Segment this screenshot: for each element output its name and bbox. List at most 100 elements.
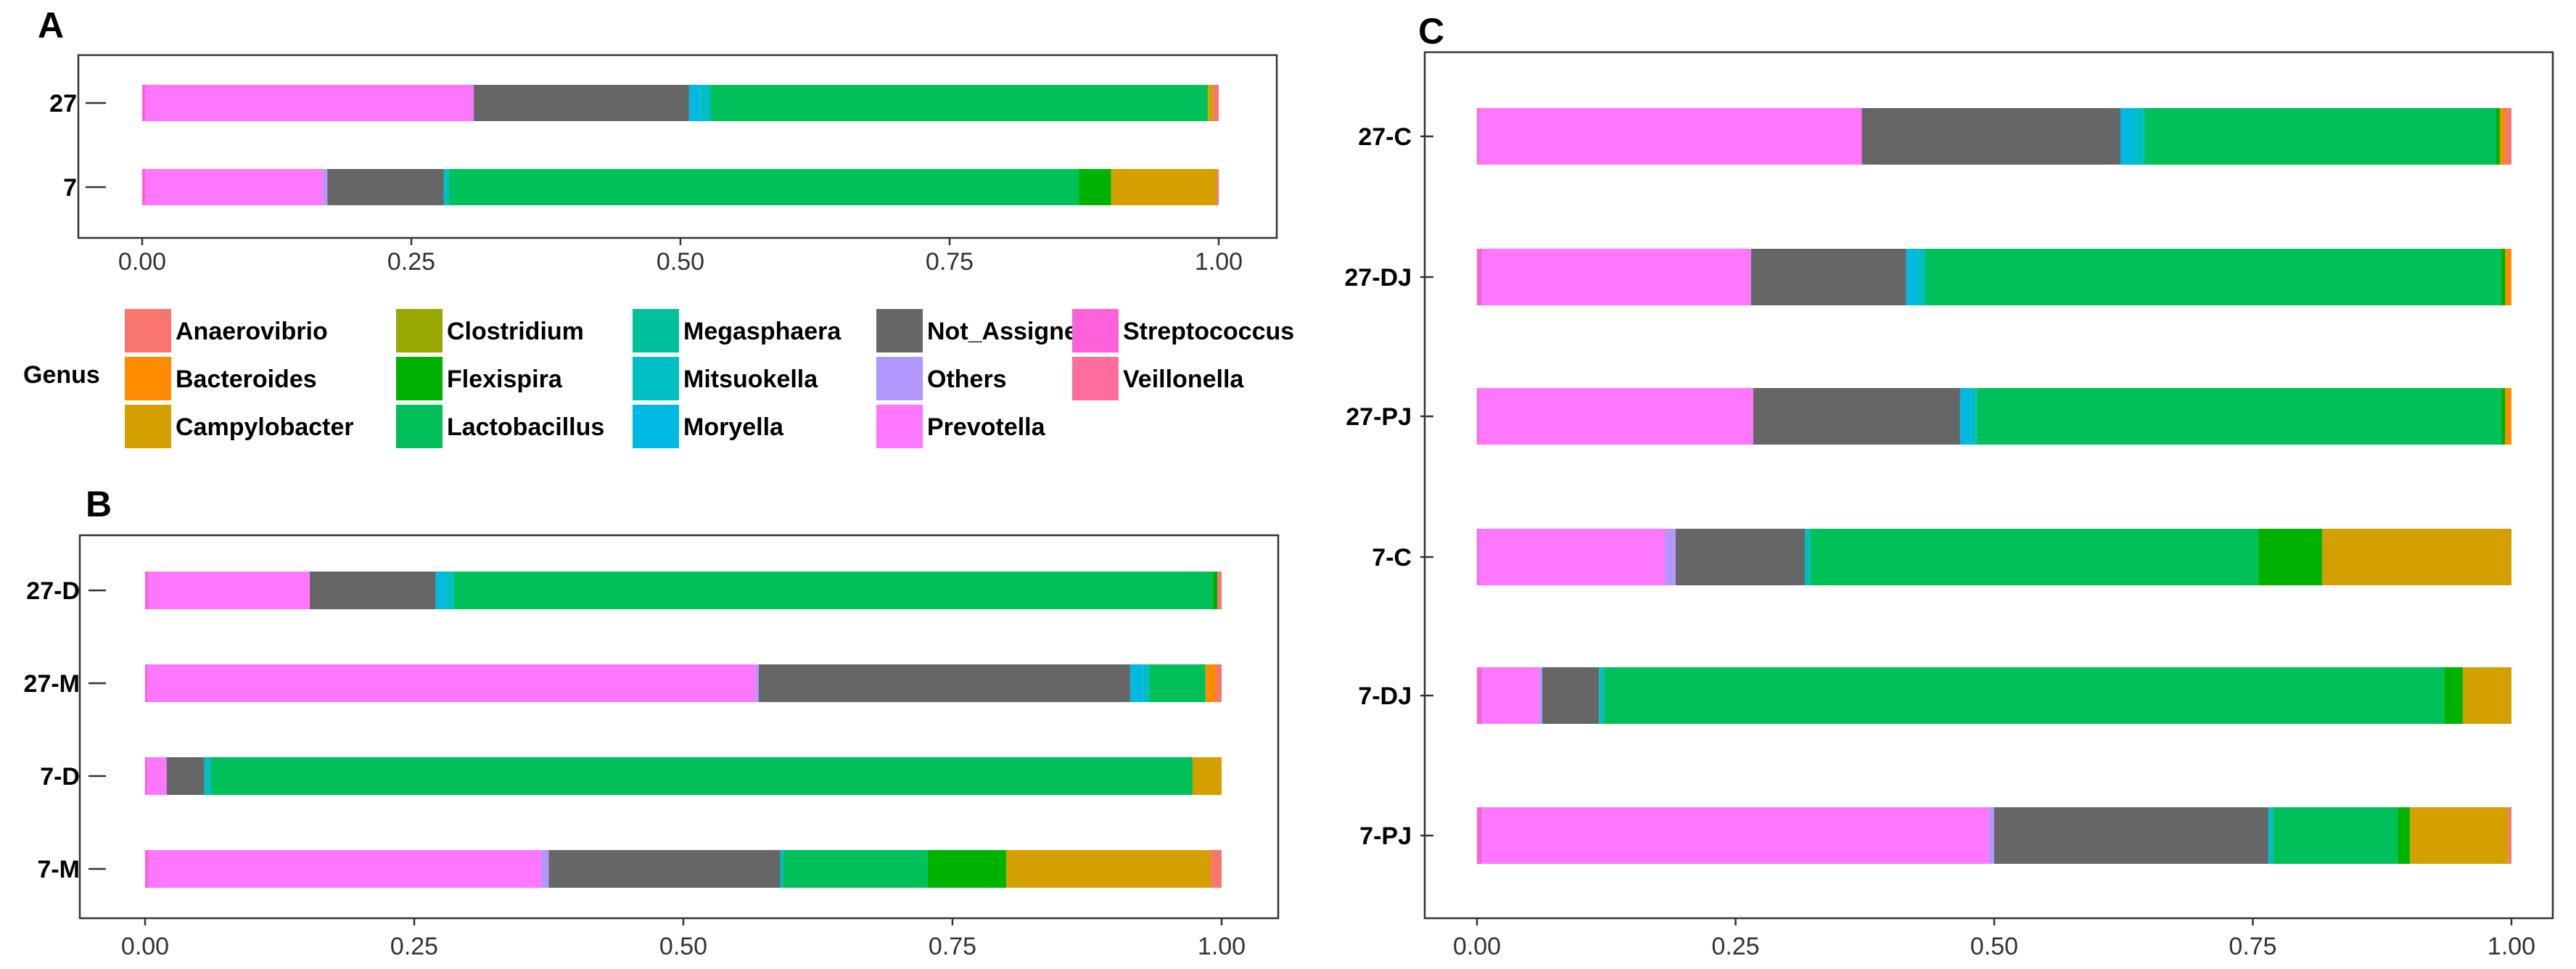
- panel-b-bar-27-m-anaerovibrio: [1216, 664, 1222, 702]
- panel-b-x-tick-label: 0.50: [659, 933, 707, 960]
- panel-a-plot: 0.00 0.25 0.50 0.75 1.00 27 7: [49, 85, 1243, 276]
- legend-label-veillonella: Veillonella: [1123, 366, 1244, 393]
- panel-a-bar-7-lactobacillus: [448, 169, 1079, 205]
- panel-c-x-tick-label: 0.75: [2229, 933, 2276, 960]
- panel-b-bar-27-d-prevotella: [148, 572, 310, 609]
- legend-swatch-flexispira: [396, 357, 443, 400]
- panel-c-y-tick-label: 7-PJ: [1359, 822, 1412, 850]
- panel-c-bar-27-pj-lactobacillus: [1976, 388, 2501, 445]
- panel-c-bar-7-pj-prevotella: [1482, 807, 1989, 864]
- panel-b-bar-7-m-prevotella: [148, 850, 542, 888]
- legend-swatch-lactobacillus: [396, 405, 443, 448]
- panel-c-bar-7-dj-prevotella: [1482, 667, 1539, 724]
- panel-b-bar-7-d-lactobacillus: [210, 757, 1193, 795]
- legend-label-anaerovibrio: Anaerovibrio: [176, 318, 328, 345]
- legend-swatch-campylobacter: [125, 405, 171, 448]
- panel-b-bar-27-m-lactobacillus: [1149, 664, 1206, 702]
- legend-swatch-prevotella: [876, 405, 923, 448]
- panel-a-bar-27-not-assigned: [474, 85, 689, 121]
- panel-a-bar-7-streptococcus: [142, 169, 146, 205]
- panel-c-bar-27-dj-mitsuokella: [1917, 249, 1925, 305]
- panel-c-bar-27-pj-moryella: [1959, 388, 1971, 445]
- panel-c-y-tick-label: 7-C: [1372, 544, 1412, 572]
- panel-c-bar-7-dj-flexispira: [2444, 667, 2463, 724]
- panel-b-x-tick-label: 0.75: [929, 933, 976, 960]
- panel-a-x-tick-label: 0.25: [387, 248, 435, 276]
- panel-a-bar-27-lactobacillus: [710, 85, 1209, 121]
- panel-b-bar-27-d-not-assigned: [310, 572, 436, 609]
- panel-a-x-tick-label: 0.75: [926, 248, 974, 276]
- panel-b-bar-7-m-not-assigned: [548, 850, 781, 888]
- panel-c-bar-7-pj-not-assigned: [1994, 807, 2268, 864]
- panel-c-bar-7-pj-others: [1988, 807, 1994, 864]
- panel-c-bar-7-dj-others: [1539, 667, 1542, 724]
- panel-a-y-tick-label: 7: [63, 174, 77, 202]
- panel-b-plot: 0.00 0.25 0.50 0.75 1.00 27-D 27-M 7-D 7-M: [24, 572, 1246, 960]
- panel-c-bar-7-c-others: [1665, 529, 1676, 585]
- panel-b-bar-7-d-prevotella: [147, 757, 167, 795]
- panel-b-bar-27-m-bacteroides: [1205, 664, 1217, 702]
- panel-b-bar-27-d-moryella: [435, 572, 445, 609]
- panel-a-bar-7-prevotella: [145, 169, 324, 205]
- panel-b-bar-7-m-lactobacillus: [783, 850, 928, 888]
- panel-a-bar-27-mitsuokella: [699, 85, 711, 121]
- panel-c-bar-7-c-not-assigned: [1675, 529, 1806, 585]
- panel-c-bar-7-pj-flexispira: [2398, 807, 2411, 864]
- panel-b-bar-27-d-streptococcus: [145, 572, 149, 609]
- legend-swatch-anaerovibrio: [125, 309, 171, 352]
- panel-b-bar-27-m-mitsuokella: [1143, 664, 1150, 702]
- panel-b-x-tick-label: 1.00: [1198, 933, 1246, 960]
- panel-a-x-tick-label: 1.00: [1195, 248, 1243, 276]
- panel-a-bar-7-anaerovibrio: [1217, 169, 1219, 205]
- legend-swatch-moryella: [633, 405, 679, 448]
- panel-c-bar-27-pj-bacteroides: [2505, 388, 2511, 445]
- panel-c-frame: [1423, 51, 2554, 920]
- panel-b-bar-7-m-streptococcus: [145, 850, 149, 888]
- legend-label-not-assigned: Not_Assigned: [927, 318, 1093, 345]
- panel-b-bar-27-m-not-assigned: [758, 664, 1130, 702]
- panel-c-bar-27-c-flexispira: [2495, 108, 2501, 165]
- panel-c-bar-27-c-prevotella: [1478, 108, 1862, 165]
- panel-c-x-tick-label: 0.00: [1453, 933, 1501, 960]
- legend-label-megasphaera: Megasphaera: [683, 318, 841, 345]
- panel-b-x-tick-label: 0.00: [121, 933, 169, 960]
- panel-a-bar-7-others: [323, 169, 328, 205]
- panel-c-bar-7-c-streptococcus: [1477, 529, 1479, 585]
- legend-title: Genus: [23, 361, 100, 389]
- panel-c-bar-7-dj-lactobacillus: [1604, 667, 2445, 724]
- panel-c-bar-27-dj-not-assigned: [1750, 249, 1906, 305]
- legend-label-moryella: Moryella: [683, 413, 784, 441]
- panel-c-bar-27-dj-lactobacillus: [1925, 249, 2501, 305]
- panel-b-bar-27-m-moryella: [1129, 664, 1143, 702]
- panel-c-bar-7-pj-lactobacillus: [2273, 807, 2398, 864]
- legend-swatch-veillonella: [1072, 357, 1119, 400]
- legend-label-bacteroides: Bacteroides: [176, 366, 317, 393]
- panel-c-y-tick-label: 7-DJ: [1358, 683, 1412, 710]
- panel-b-bar-7-m-flexispira: [927, 850, 1007, 888]
- panel-b-y-tick-label: 7-D: [40, 763, 80, 791]
- panel-c-bar-7-pj-mitsuokella: [2268, 807, 2274, 864]
- panel-c-bar-27-c-moryella: [2120, 108, 2134, 165]
- panel-c-bar-27-c-anaerovibrio: [2505, 108, 2511, 165]
- panel-b-bar-27-d-anaerovibrio: [1217, 572, 1222, 609]
- panel-a-x-tick-label: 0.50: [657, 248, 704, 276]
- legend-label-streptococcus: Streptococcus: [1123, 318, 1294, 345]
- panel-c-x-tick-label: 0.50: [1970, 933, 2018, 960]
- panel-a-bar-7-not-assigned: [327, 169, 444, 205]
- panel-c-bar-7-pj-streptococcus: [1477, 807, 1483, 864]
- panel-c-bar-27-c-mitsuokella: [2133, 108, 2144, 165]
- panel-c-x-tick-label: 1.00: [2487, 933, 2535, 960]
- legend-label-prevotella: Prevotella: [927, 413, 1046, 441]
- panel-c-bar-27-dj-moryella: [1906, 249, 1917, 305]
- legend-swatch-bacteroides: [125, 357, 171, 400]
- panel-c-bar-27-pj-mitsuokella: [1970, 388, 1977, 445]
- panel-c-bar-7-c-lactobacillus: [1810, 529, 2258, 585]
- panel-letter-b: B: [86, 484, 112, 524]
- panel-c-bar-7-dj-mitsuokella: [1599, 667, 1605, 724]
- legend-swatch-streptococcus: [1072, 309, 1119, 352]
- panel-b-bar-7-d-mitsuokella: [204, 757, 211, 795]
- panel-c-bar-7-dj-streptococcus: [1477, 667, 1483, 724]
- panel-a-bar-27-anaerovibrio: [1213, 85, 1219, 121]
- panel-b-bar-27-d-mitsuokella: [444, 572, 454, 609]
